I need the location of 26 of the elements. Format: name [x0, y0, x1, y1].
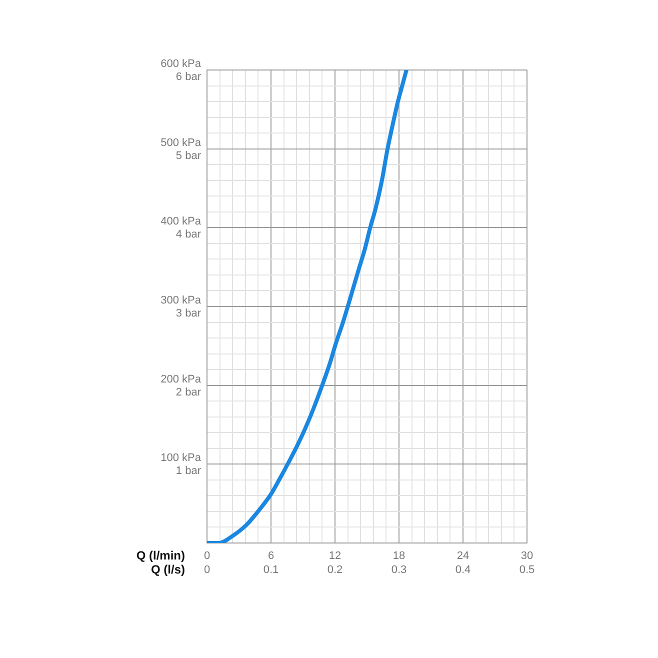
x2-tick-label: 0.4 — [455, 564, 471, 576]
x-tick-label: 6 — [268, 550, 274, 562]
y-tick-label: 100 kPa — [160, 452, 202, 464]
y2-tick-label: 2 bar — [176, 386, 202, 398]
x-tick-label: 12 — [328, 550, 342, 562]
y2-tick-label: 6 bar — [176, 71, 202, 84]
y2-tick-label: 3 bar — [176, 308, 202, 320]
y-tick-label: 600 kPa — [160, 58, 202, 70]
x-tick-label: 30 — [520, 550, 534, 562]
x-tick-label: 24 — [456, 550, 470, 562]
y2-tick-label: 5 bar — [176, 150, 202, 162]
x-axis-title: Q (l/min) — [136, 548, 185, 562]
x-tick-label: 0 — [204, 550, 210, 562]
x2-tick-label: 0 — [204, 564, 210, 576]
y-tick-label: 400 kPa — [160, 216, 202, 228]
y-tick-label: 500 kPa — [160, 136, 202, 149]
x2-axis-title: Q (l/s) — [150, 562, 185, 576]
y2-tick-label: 4 bar — [176, 228, 202, 241]
y-tick-label: 200 kPa — [160, 373, 202, 386]
x2-tick-label: 0.2 — [327, 564, 343, 576]
x2-tick-label: 0.5 — [519, 564, 535, 576]
x2-tick-label: 0.1 — [263, 564, 279, 576]
y-tick-label: 300 kPa — [160, 294, 202, 307]
x-tick-label: 18 — [392, 550, 406, 562]
y2-tick-label: 1 bar — [176, 465, 202, 478]
x2-tick-label: 0.3 — [391, 564, 407, 576]
